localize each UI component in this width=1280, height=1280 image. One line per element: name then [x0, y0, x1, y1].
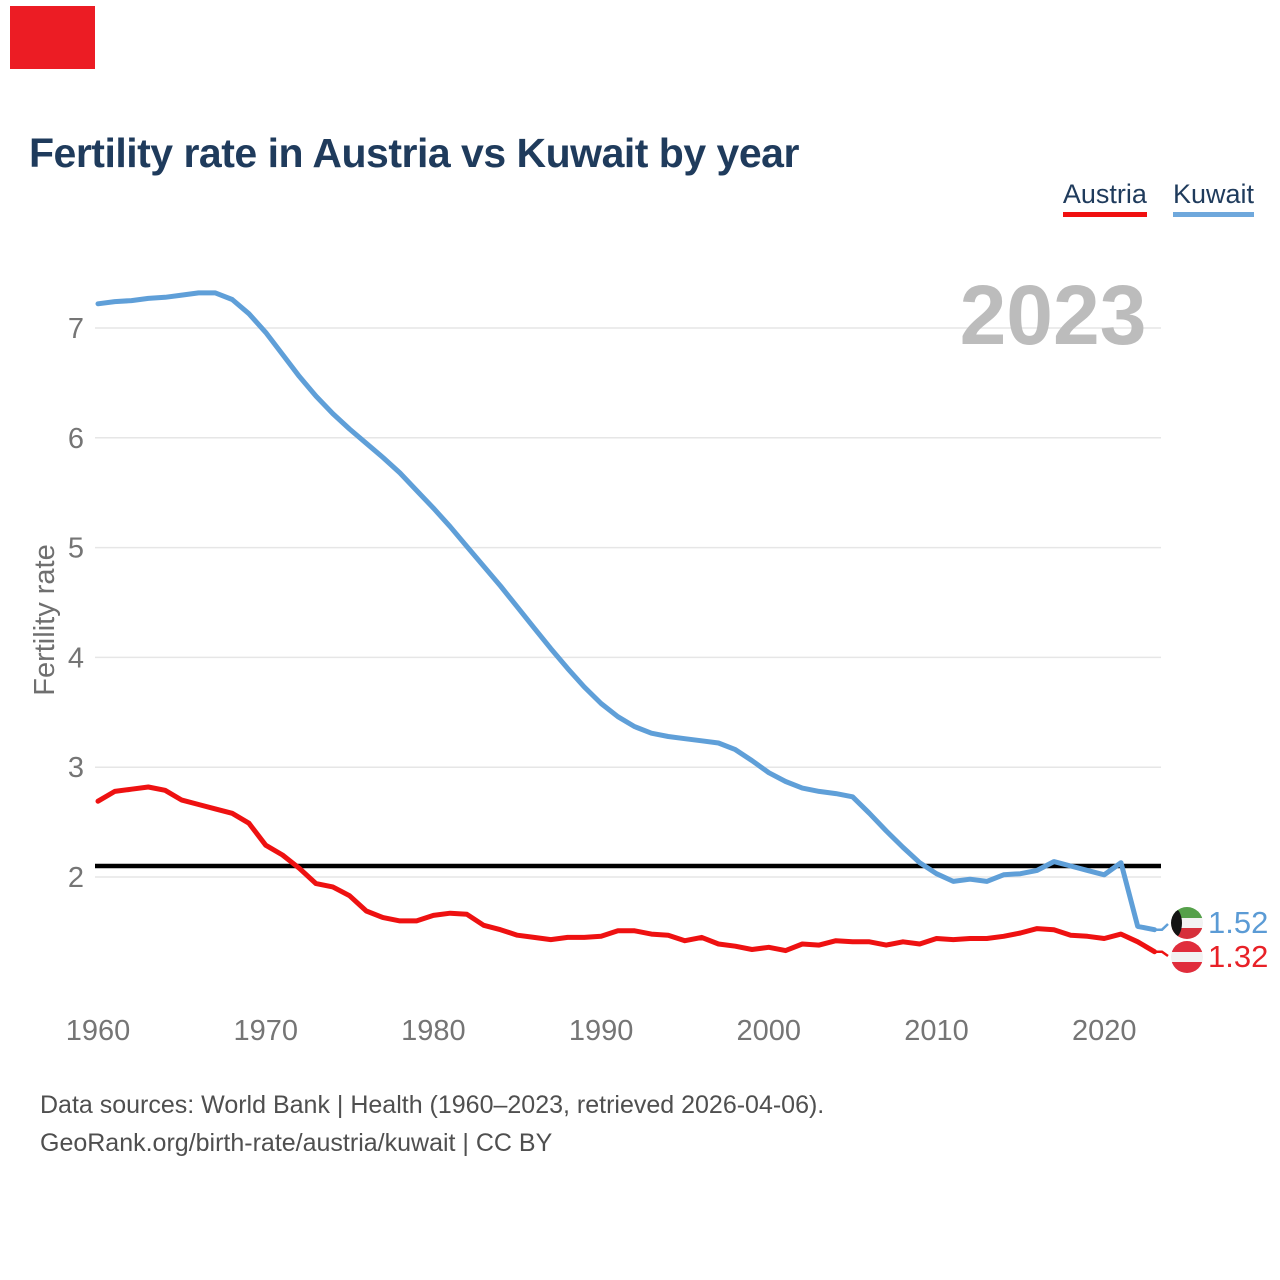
y-tick-label: 7 [68, 313, 84, 345]
x-tick-label: 2000 [737, 1015, 802, 1047]
kuwait-label-connector [1154, 923, 1169, 931]
red-corner-mark [10, 6, 95, 69]
austria-series-line [95, 784, 1157, 955]
austria-end-value: 1.32 [1208, 939, 1268, 974]
y-tick-label: 3 [68, 752, 84, 784]
year-watermark: 2023 [960, 268, 1147, 362]
y-tick-label: 4 [68, 642, 84, 674]
x-tick-label: 1990 [569, 1015, 634, 1047]
page-title: Fertility rate in Austria vs Kuwait by y… [29, 130, 799, 177]
x-tick-label: 1980 [401, 1015, 466, 1047]
kuwait-series-line [95, 290, 1157, 933]
y-tick-label: 5 [68, 533, 84, 565]
kuwait-flag-icon [1171, 907, 1203, 939]
austria-flag-icon [1171, 941, 1203, 973]
x-tick-label: 2020 [1072, 1015, 1137, 1047]
y-tick-label: 2 [68, 862, 84, 894]
source-line-2: GeoRank.org/birth-rate/austria/kuwait | … [40, 1129, 553, 1157]
x-tick-label: 1970 [233, 1015, 298, 1047]
legend: Austria Kuwait [1062, 180, 1254, 218]
kuwait-end-value: 1.52 [1208, 905, 1268, 940]
data-source-note: Data sources: World Bank | Health (1960–… [40, 1086, 824, 1162]
austria-label-connector [1154, 950, 1169, 958]
y-tick-label: 6 [68, 423, 84, 455]
legend-item-kuwait[interactable]: Kuwait [1172, 180, 1254, 218]
legend-item-austria[interactable]: Austria [1062, 180, 1147, 218]
source-line-1: Data sources: World Bank | Health (1960–… [40, 1091, 825, 1119]
x-tick-label: 2010 [904, 1015, 969, 1047]
x-tick-label: 1960 [66, 1015, 131, 1047]
